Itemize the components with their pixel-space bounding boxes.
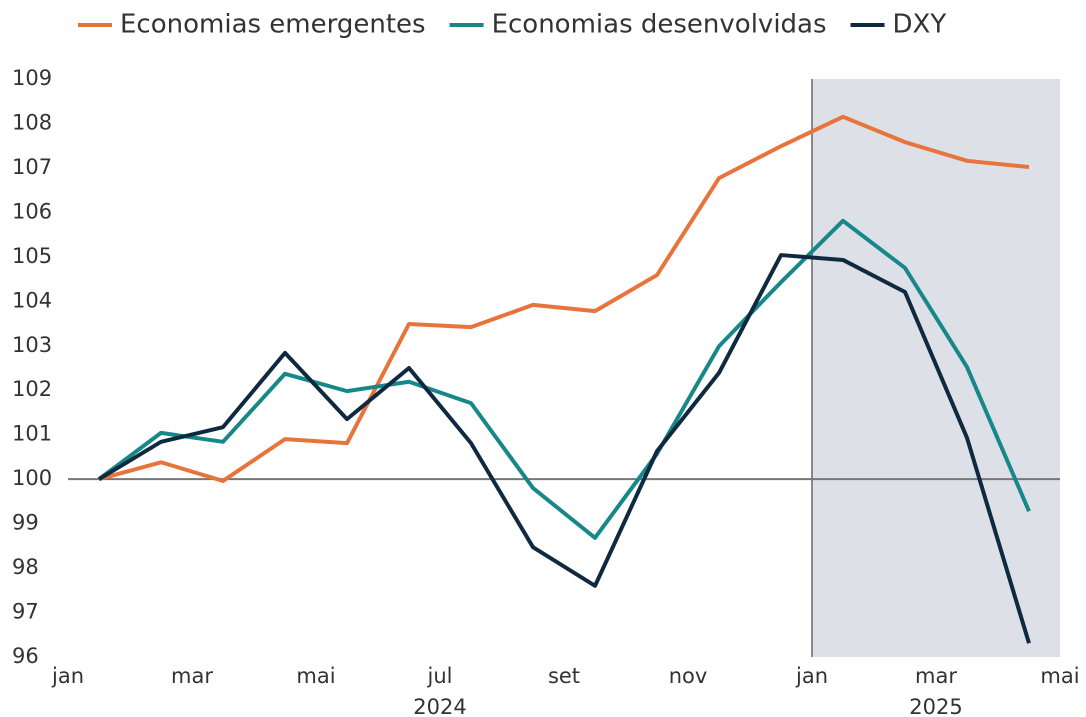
y-tick-label: 109 [12, 66, 52, 90]
series-line [97, 253, 1031, 644]
legend-label: DXY [893, 10, 947, 40]
y-tick-label: 108 [12, 110, 52, 134]
y-tick-label: 105 [12, 244, 52, 268]
y-tick-label: 100 [12, 466, 52, 490]
y-tick-label: 103 [12, 333, 52, 357]
y-tick-label: 102 [12, 377, 52, 401]
x-tick-label: jul [427, 664, 453, 688]
x-tick-label: nov [669, 664, 708, 688]
legend-label: Economias emergentes [120, 10, 426, 40]
year-label: 2024 [413, 695, 466, 717]
x-tick-label: mai [1040, 664, 1079, 688]
series-line [97, 218, 1031, 540]
y-tick-label: 101 [12, 422, 52, 446]
x-tick-label: jan [795, 664, 828, 688]
year-label: 2025 [909, 695, 962, 717]
y-tick-label: 97 [12, 600, 39, 624]
y-tick-label: 107 [12, 155, 52, 179]
x-tick-label: mar [171, 664, 213, 688]
series-line [98, 114, 1030, 483]
y-tick-label: 99 [12, 511, 39, 535]
legend-label: Economias desenvolvidas [492, 10, 827, 40]
x-tick-label: mar [915, 664, 957, 688]
y-tick-label: 98 [12, 555, 39, 579]
x-tick-label: set [548, 664, 580, 688]
y-tick-label: 106 [12, 199, 52, 223]
x-tick-label: jan [51, 664, 84, 688]
x-tick-label: mai [296, 664, 335, 688]
y-tick-label: 104 [12, 288, 52, 312]
y-tick-label: 96 [12, 644, 39, 668]
legend: Economias emergentes Economias desenvolvi… [78, 10, 946, 40]
